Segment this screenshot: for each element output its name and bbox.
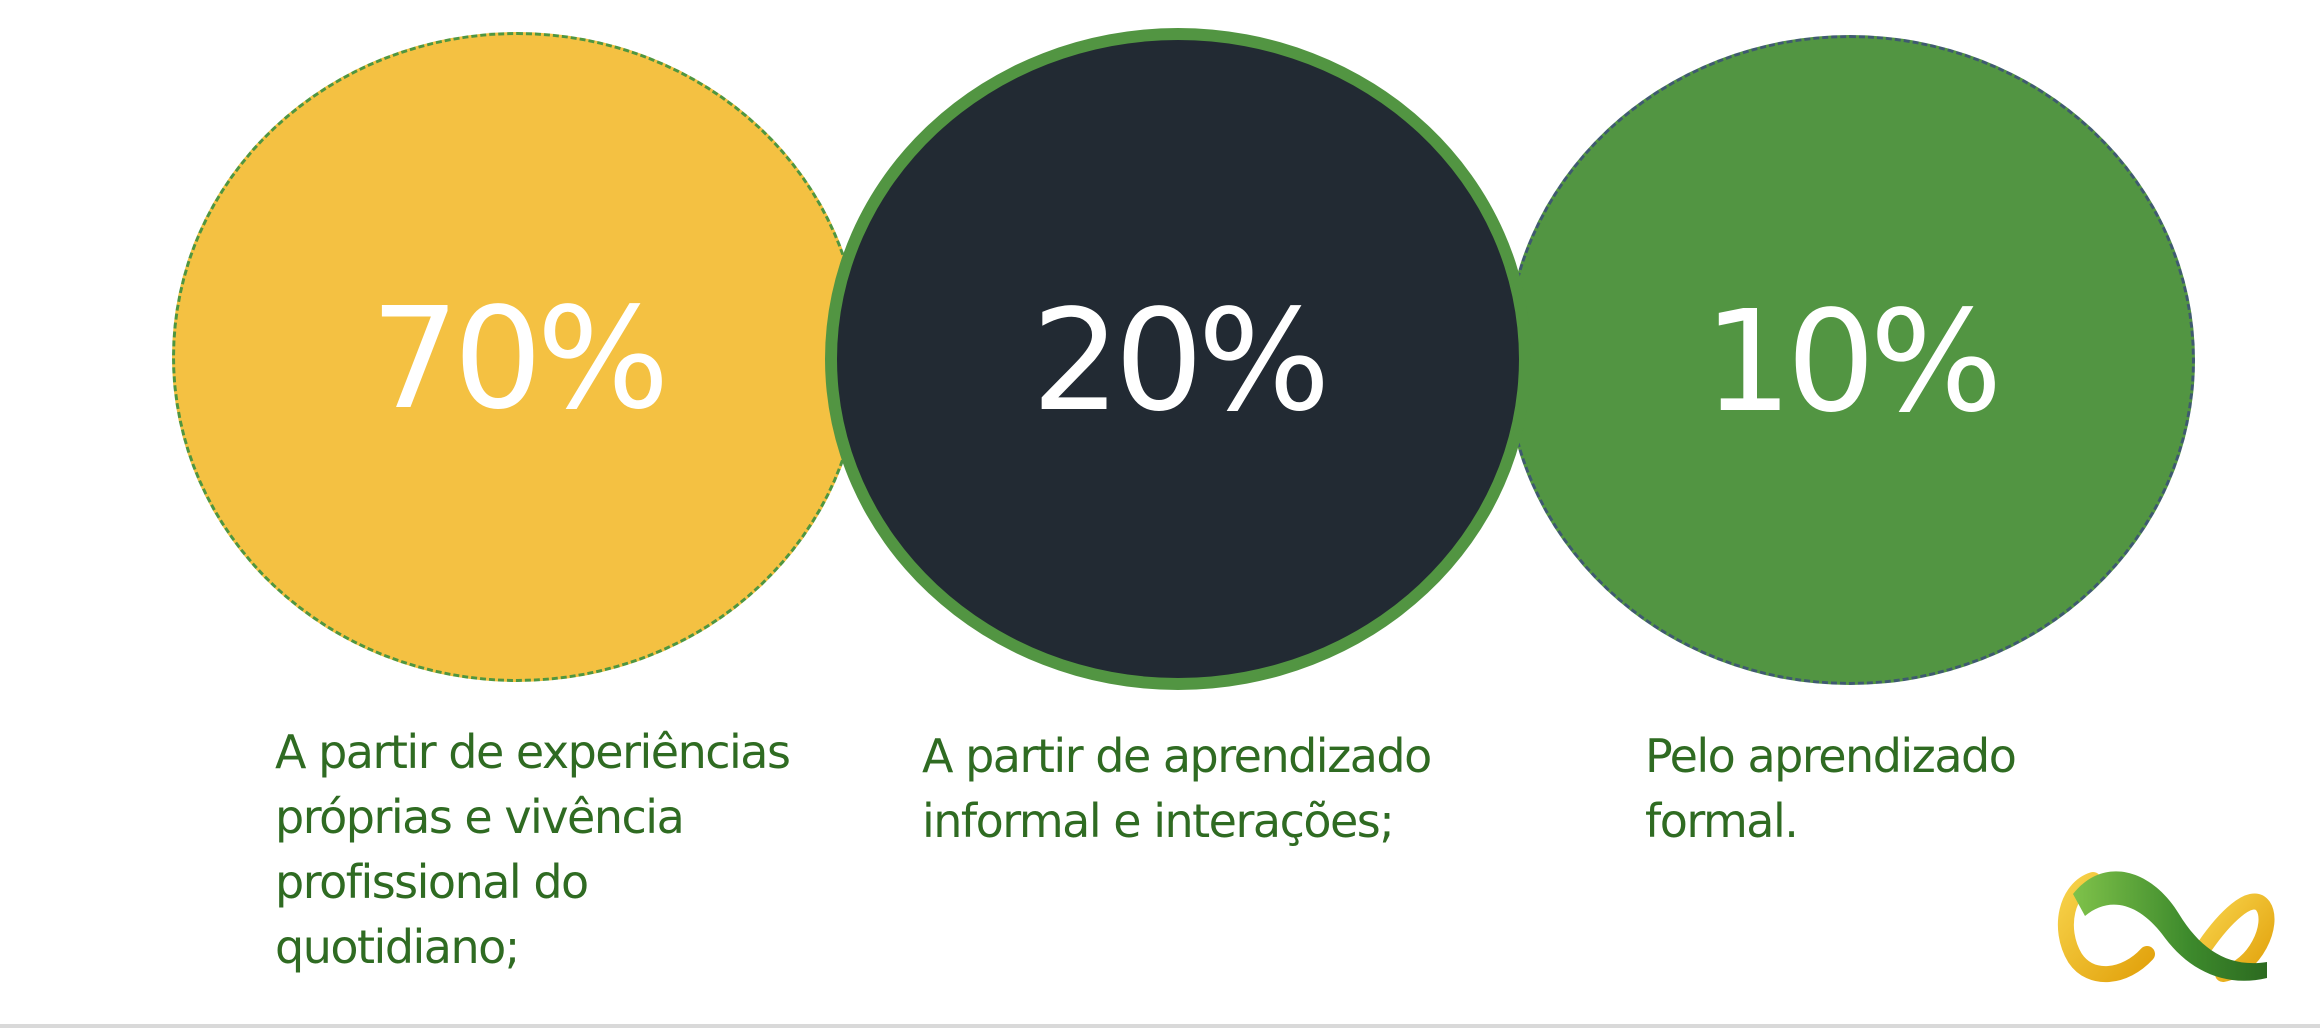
caption-10-percent: Pelo aprendizado formal. xyxy=(1645,729,2017,848)
infinity-logo-icon xyxy=(2057,871,2275,982)
bottom-divider xyxy=(0,1024,2320,1028)
circle-20-percent: 20% xyxy=(825,28,1531,690)
circle-70-percent: 70% xyxy=(172,32,862,682)
caption-70-percent: A partir de experiências próprias e vivê… xyxy=(275,725,791,974)
percent-label: 20% xyxy=(1031,280,1330,443)
caption-20-percent: A partir de aprendizado informal e inter… xyxy=(922,729,1432,848)
circle-10-percent: 10% xyxy=(1505,35,2195,685)
percent-label: 70% xyxy=(370,278,669,441)
percent-label: 10% xyxy=(1703,281,2002,444)
